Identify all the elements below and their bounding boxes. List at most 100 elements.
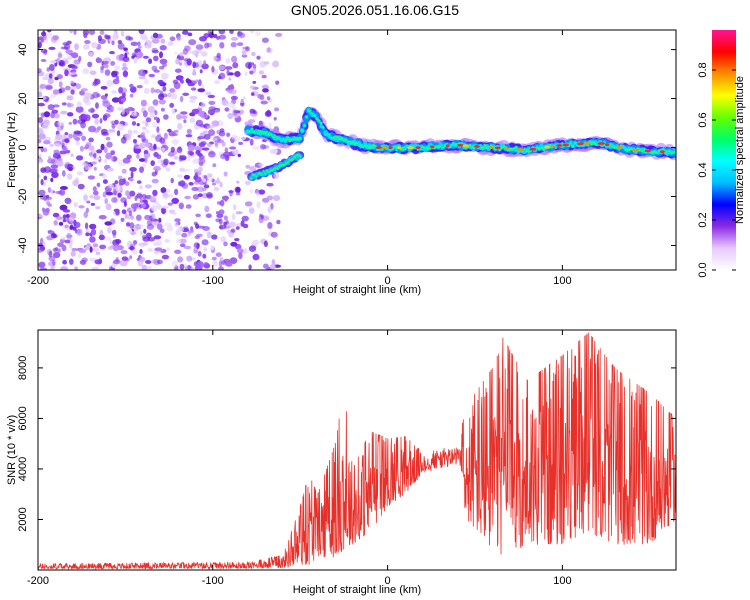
noise-blob [138,185,143,190]
noise-blob [49,64,55,71]
noise-blob [198,142,206,148]
noise-blob [122,62,127,69]
noise-blob [93,128,100,133]
noise-blob [249,70,254,75]
noise-blob [70,250,76,257]
noise-blob [73,219,77,227]
noise-blob [70,71,77,75]
noise-blob [103,60,109,65]
noise-blob [110,61,116,66]
colorbar [712,30,736,270]
x-tick-label: 100 [553,275,571,287]
noise-blob [92,91,100,99]
noise-blob [83,194,88,202]
noise-blob [163,132,168,140]
noise-blob [174,51,178,55]
noise-blob [148,73,156,78]
noise-blob [38,138,42,144]
noise-blob [177,226,184,233]
noise-blob [46,30,52,33]
noise-blob [83,211,89,218]
noise-blob [149,111,156,118]
noise-blob [254,31,261,37]
noise-blob [81,257,88,263]
trace-core [583,142,591,145]
noise-blob [213,186,220,191]
y-tick-label: 6000 [17,406,29,430]
noise-blob [69,30,73,34]
noise-blob [58,141,64,145]
trace-core [415,146,421,150]
trace-blob [355,142,358,145]
noise-blob [55,216,63,221]
noise-blob [266,96,271,101]
noise-blob [260,214,264,220]
noise-blob [238,141,244,145]
noise-blob [107,168,114,172]
noise-blob [133,139,137,144]
noise-blob [59,87,66,93]
noise-blob [270,231,278,238]
noise-blob [218,260,223,268]
noise-blob [240,220,245,227]
noise-blob [112,239,120,247]
noise-blob [123,47,128,52]
noise-blob [197,193,203,198]
noise-blob [111,97,120,103]
noise-blob [189,99,196,103]
trace-blob [537,147,541,151]
trace-blob [404,148,407,151]
noise-blob [177,174,183,178]
noise-blob [116,123,125,131]
noise-blob [195,223,200,230]
noise-blob [263,263,269,269]
noise-blob [136,85,143,89]
noise-blob [171,138,180,146]
trace-blob [324,133,327,137]
noise-blob [177,122,183,130]
branch-blob [272,168,276,171]
noise-blob [82,68,90,75]
noise-blob [201,187,207,192]
trace-blob [374,144,377,148]
chart-title: GN05.2026.051.16.06.G15 [290,2,460,18]
trace-blob [303,123,306,126]
trace-blob [332,136,335,140]
trace-core [397,146,402,150]
noise-blob [159,58,168,65]
noise-blob [77,253,82,259]
noise-blob [142,110,148,118]
noise-blob [160,207,167,215]
noise-blob [173,150,178,155]
noise-blob [179,243,186,248]
noise-blob [183,58,190,62]
trace-core [474,145,480,148]
noise-blob [185,204,192,209]
noise-blob [232,204,237,211]
noise-blob [230,228,236,233]
noise-blob [144,153,150,159]
noise-blob [176,36,181,41]
noise-blob [100,69,104,74]
noise-blob [193,175,197,180]
trace-blob [401,146,405,150]
y-tick-label: 8000 [17,356,29,380]
noise-blob [226,132,231,137]
noise-blob [78,248,87,254]
branch-blob [258,172,262,175]
trace-blob [334,135,337,138]
noise-blob [228,77,232,81]
trace-blob [280,138,283,141]
noise-blob [186,128,192,135]
noise-blob [223,241,228,247]
noise-blob [122,70,129,78]
trace-blob [246,129,249,133]
noise-blob [203,261,208,266]
noise-blob [249,138,254,146]
noise-blob [219,181,223,188]
trace-core [430,145,435,149]
noise-blob [105,191,114,196]
noise-blob [195,44,204,50]
noise-blob [50,164,59,169]
